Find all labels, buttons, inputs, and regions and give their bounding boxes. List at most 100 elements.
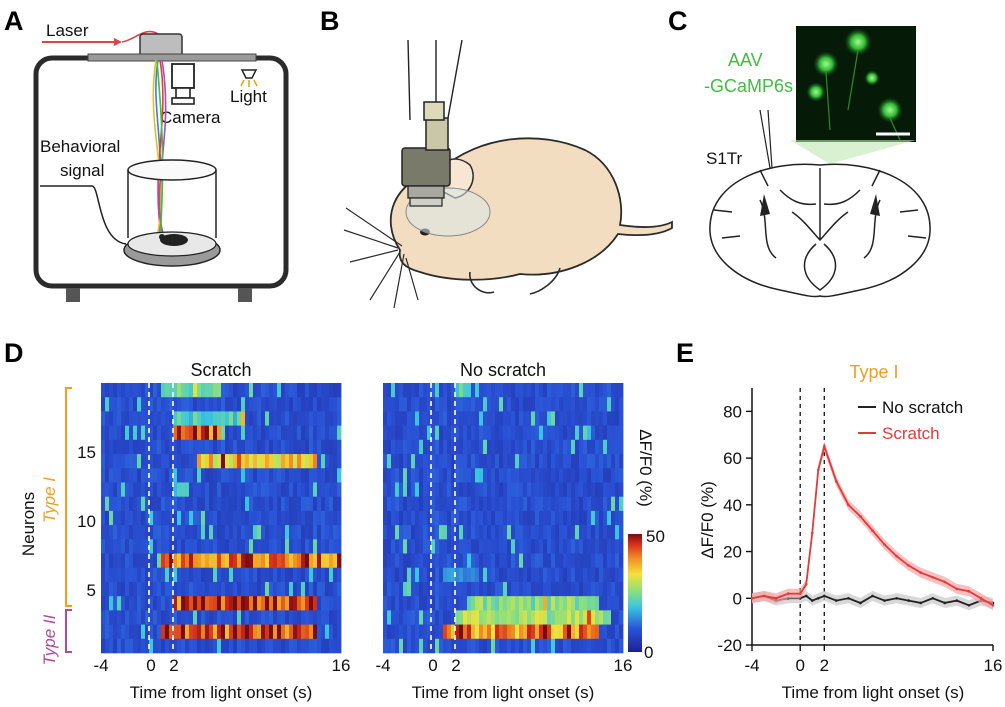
- panel-c: C AAV -GCaMP6s S1Tr: [668, 6, 931, 298]
- ytick-5: 5: [87, 581, 96, 600]
- brain-section: [709, 163, 931, 298]
- behavior-chamber: [123, 159, 221, 267]
- data-point: [991, 603, 995, 607]
- neuron-soma: [844, 28, 872, 56]
- panel-b-letter: B: [320, 6, 340, 36]
- data-point: [804, 594, 808, 598]
- mouse-illustration: [343, 137, 673, 309]
- hm1-xtick-neg4: -4: [93, 656, 108, 675]
- behavioral-label-line1: Behavioral: [40, 137, 120, 156]
- ytick-15: 15: [77, 443, 96, 462]
- camera-label: Camera: [160, 108, 221, 127]
- type1-bracket: [65, 387, 72, 607]
- data-point: [750, 596, 754, 600]
- whiskers: [343, 207, 419, 309]
- heatmap-scratch: [101, 383, 342, 654]
- x-tick-label: -4: [744, 656, 759, 675]
- hm2-xtick-neg4: -4: [375, 656, 390, 675]
- chart-xlabel: Time from light onset (s): [782, 683, 965, 702]
- data-point: [810, 599, 814, 602]
- hm1-xlabel: Time from light onset (s): [130, 683, 313, 702]
- data-point: [931, 596, 935, 600]
- light-icon: [240, 69, 258, 87]
- s1tr-label: S1Tr: [706, 149, 743, 168]
- data-point: [895, 554, 898, 558]
- type2-bracket: [65, 609, 72, 653]
- laser-label: Laser: [46, 21, 89, 40]
- sem-band-1: [752, 441, 993, 611]
- y-tick-label: 80: [723, 402, 742, 421]
- aav-label-line1: AAV: [728, 50, 763, 70]
- zoom-wedge: [790, 140, 916, 164]
- fiber-bundle: [152, 59, 167, 241]
- neuron-soma: [806, 82, 826, 102]
- behavioral-cable: [40, 185, 127, 245]
- chart-ylabel: ΔF/F0 (%): [698, 481, 717, 558]
- neurons-axis-label: Neurons: [19, 492, 38, 556]
- y-tick-label: -20: [717, 636, 742, 655]
- data-point: [835, 480, 838, 483]
- x-tick-label: 2: [820, 656, 829, 675]
- legend-label-scratch: Scratch: [882, 424, 940, 443]
- neuron-soma: [877, 97, 903, 123]
- injection-needle: [759, 109, 773, 169]
- camera-icon: [171, 63, 195, 105]
- data-point: [823, 594, 826, 598]
- data-point: [955, 587, 959, 591]
- colorbar-label: ΔF/F0 (%): [636, 429, 655, 506]
- data-point: [943, 601, 947, 605]
- y-tick-label: 20: [723, 543, 742, 562]
- light-label: Light: [230, 87, 267, 106]
- panel-d: D Scratch No scratch Neurons Type I Type…: [4, 338, 665, 702]
- panel-a-letter: A: [4, 6, 24, 36]
- heatmap-title-scratch: Scratch: [190, 360, 251, 380]
- aav-label-line2: -GCaMP6s: [704, 76, 793, 96]
- data-point: [907, 599, 910, 602]
- legend-label-no-scratch: No scratch: [882, 398, 963, 417]
- top-shelf: [87, 53, 257, 62]
- hm2-xtick-0: 0: [428, 656, 437, 675]
- data-point: [871, 529, 874, 532]
- data-point: [835, 599, 838, 602]
- hm1-xtick-16: 16: [332, 656, 351, 675]
- data-point: [810, 531, 814, 535]
- data-point: [967, 603, 971, 607]
- data-point: [823, 445, 826, 448]
- panel-b: B: [320, 6, 673, 309]
- mouse-icon: [160, 234, 188, 246]
- data-point: [919, 571, 922, 574]
- data-point: [883, 599, 886, 602]
- heatmap-title-no-scratch: No scratch: [460, 360, 546, 380]
- type1-label: Type I: [40, 477, 59, 523]
- neuron-soma: [864, 70, 880, 86]
- data-point: [919, 601, 922, 605]
- data-point: [786, 592, 790, 595]
- right-foot: [238, 288, 252, 302]
- miniscope-icon: [401, 101, 451, 207]
- hm1-xtick-0: 0: [146, 656, 155, 675]
- ytick-10: 10: [77, 512, 96, 531]
- data-point: [774, 596, 778, 600]
- hm2-xtick-2: 2: [451, 656, 460, 675]
- heatmap-no-scratch: [383, 383, 624, 654]
- data-point: [847, 503, 850, 507]
- data-point: [883, 543, 886, 546]
- data-point: [871, 594, 874, 598]
- data-point: [859, 601, 862, 605]
- data-point: [816, 596, 820, 600]
- y-tick-label: 40: [723, 496, 742, 515]
- panel-c-letter: C: [668, 6, 688, 36]
- panel-e-letter: E: [676, 338, 694, 368]
- colorbar-max: 50: [646, 527, 665, 546]
- colorbar-min: 0: [644, 643, 653, 662]
- sem-band-0: [752, 590, 993, 611]
- x-tick-label: 16: [984, 656, 1003, 675]
- data-point: [847, 596, 850, 600]
- data-point: [804, 582, 808, 586]
- y-tick-label: 0: [733, 589, 742, 608]
- data-point: [895, 596, 898, 600]
- left-foot: [66, 288, 80, 302]
